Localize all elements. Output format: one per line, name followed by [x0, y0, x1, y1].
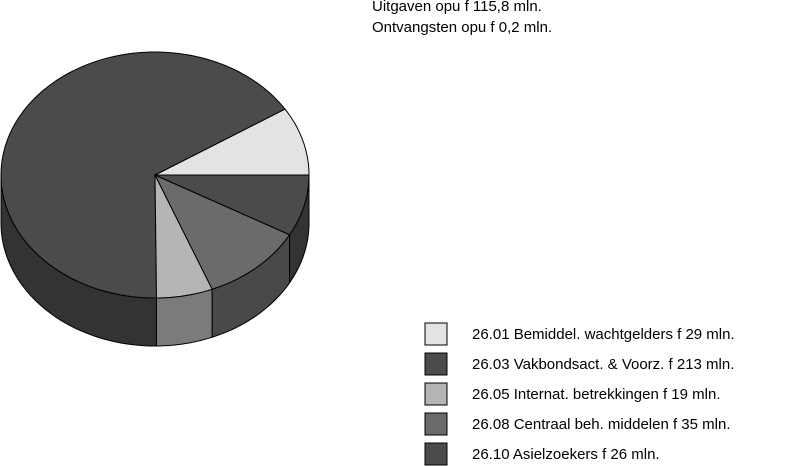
chart-subtitle: Ontvangsten opu f 0,2 mln. — [372, 19, 552, 36]
slice — [153, 173, 291, 290]
legend-label: 26.03 Vakbondsact. & Voorz. f 213 mln. — [472, 356, 734, 373]
slice — [154, 174, 310, 236]
legend-label: 26.05 Internat. betrekkingen f 19 mln. — [472, 386, 721, 403]
legend-swatch — [424, 412, 448, 436]
legend-label: 26.01 Bemiddel. wachtgelders f 29 mln. — [472, 326, 735, 343]
chart-title: Uitgaven opu f 115,8 mln. — [372, 0, 542, 15]
legend-swatch — [424, 352, 448, 376]
legend-swatch — [424, 442, 448, 466]
legend-label: 26.10 Asielzoekers f 26 mln. — [472, 446, 660, 463]
legend-swatch — [424, 382, 448, 406]
slice — [0, 51, 286, 299]
legend-swatch — [424, 322, 448, 346]
legend-label: 26.08 Centraal beh. middelen f 35 mln. — [472, 416, 731, 433]
slice — [154, 174, 213, 299]
slice — [154, 108, 310, 176]
